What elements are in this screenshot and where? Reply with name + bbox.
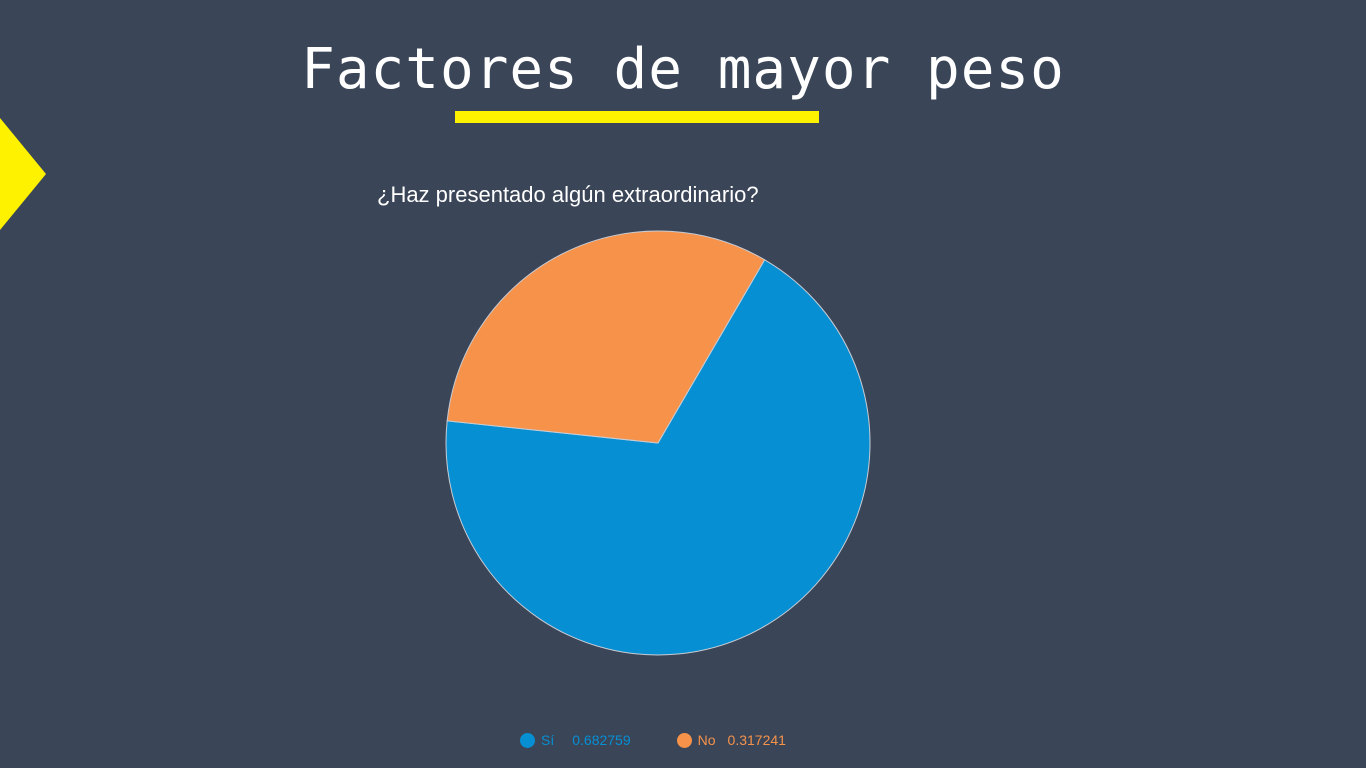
legend-swatch-si xyxy=(520,732,535,748)
legend-item-si[interactable]: Sí 0.682759 xyxy=(520,729,631,751)
chart-title: ¿Haz presentado algún extraordinario? xyxy=(377,182,759,207)
pie-slice-no[interactable] xyxy=(446,230,766,444)
chart-legend: Sí 0.682759 No 0.317241 xyxy=(520,729,786,751)
legend-label-no: No xyxy=(697,732,716,748)
legend-value-si: 0.682759 xyxy=(572,732,631,748)
legend-label-si: Sí xyxy=(541,732,555,748)
slide-title: Factores de mayor peso xyxy=(301,37,1065,102)
legend-item-no[interactable]: No 0.317241 xyxy=(676,729,786,751)
title-underline xyxy=(455,111,819,123)
pie-slice-si[interactable] xyxy=(445,259,871,656)
legend-swatch-no xyxy=(676,732,692,748)
legend-value-no: 0.317241 xyxy=(727,732,786,748)
